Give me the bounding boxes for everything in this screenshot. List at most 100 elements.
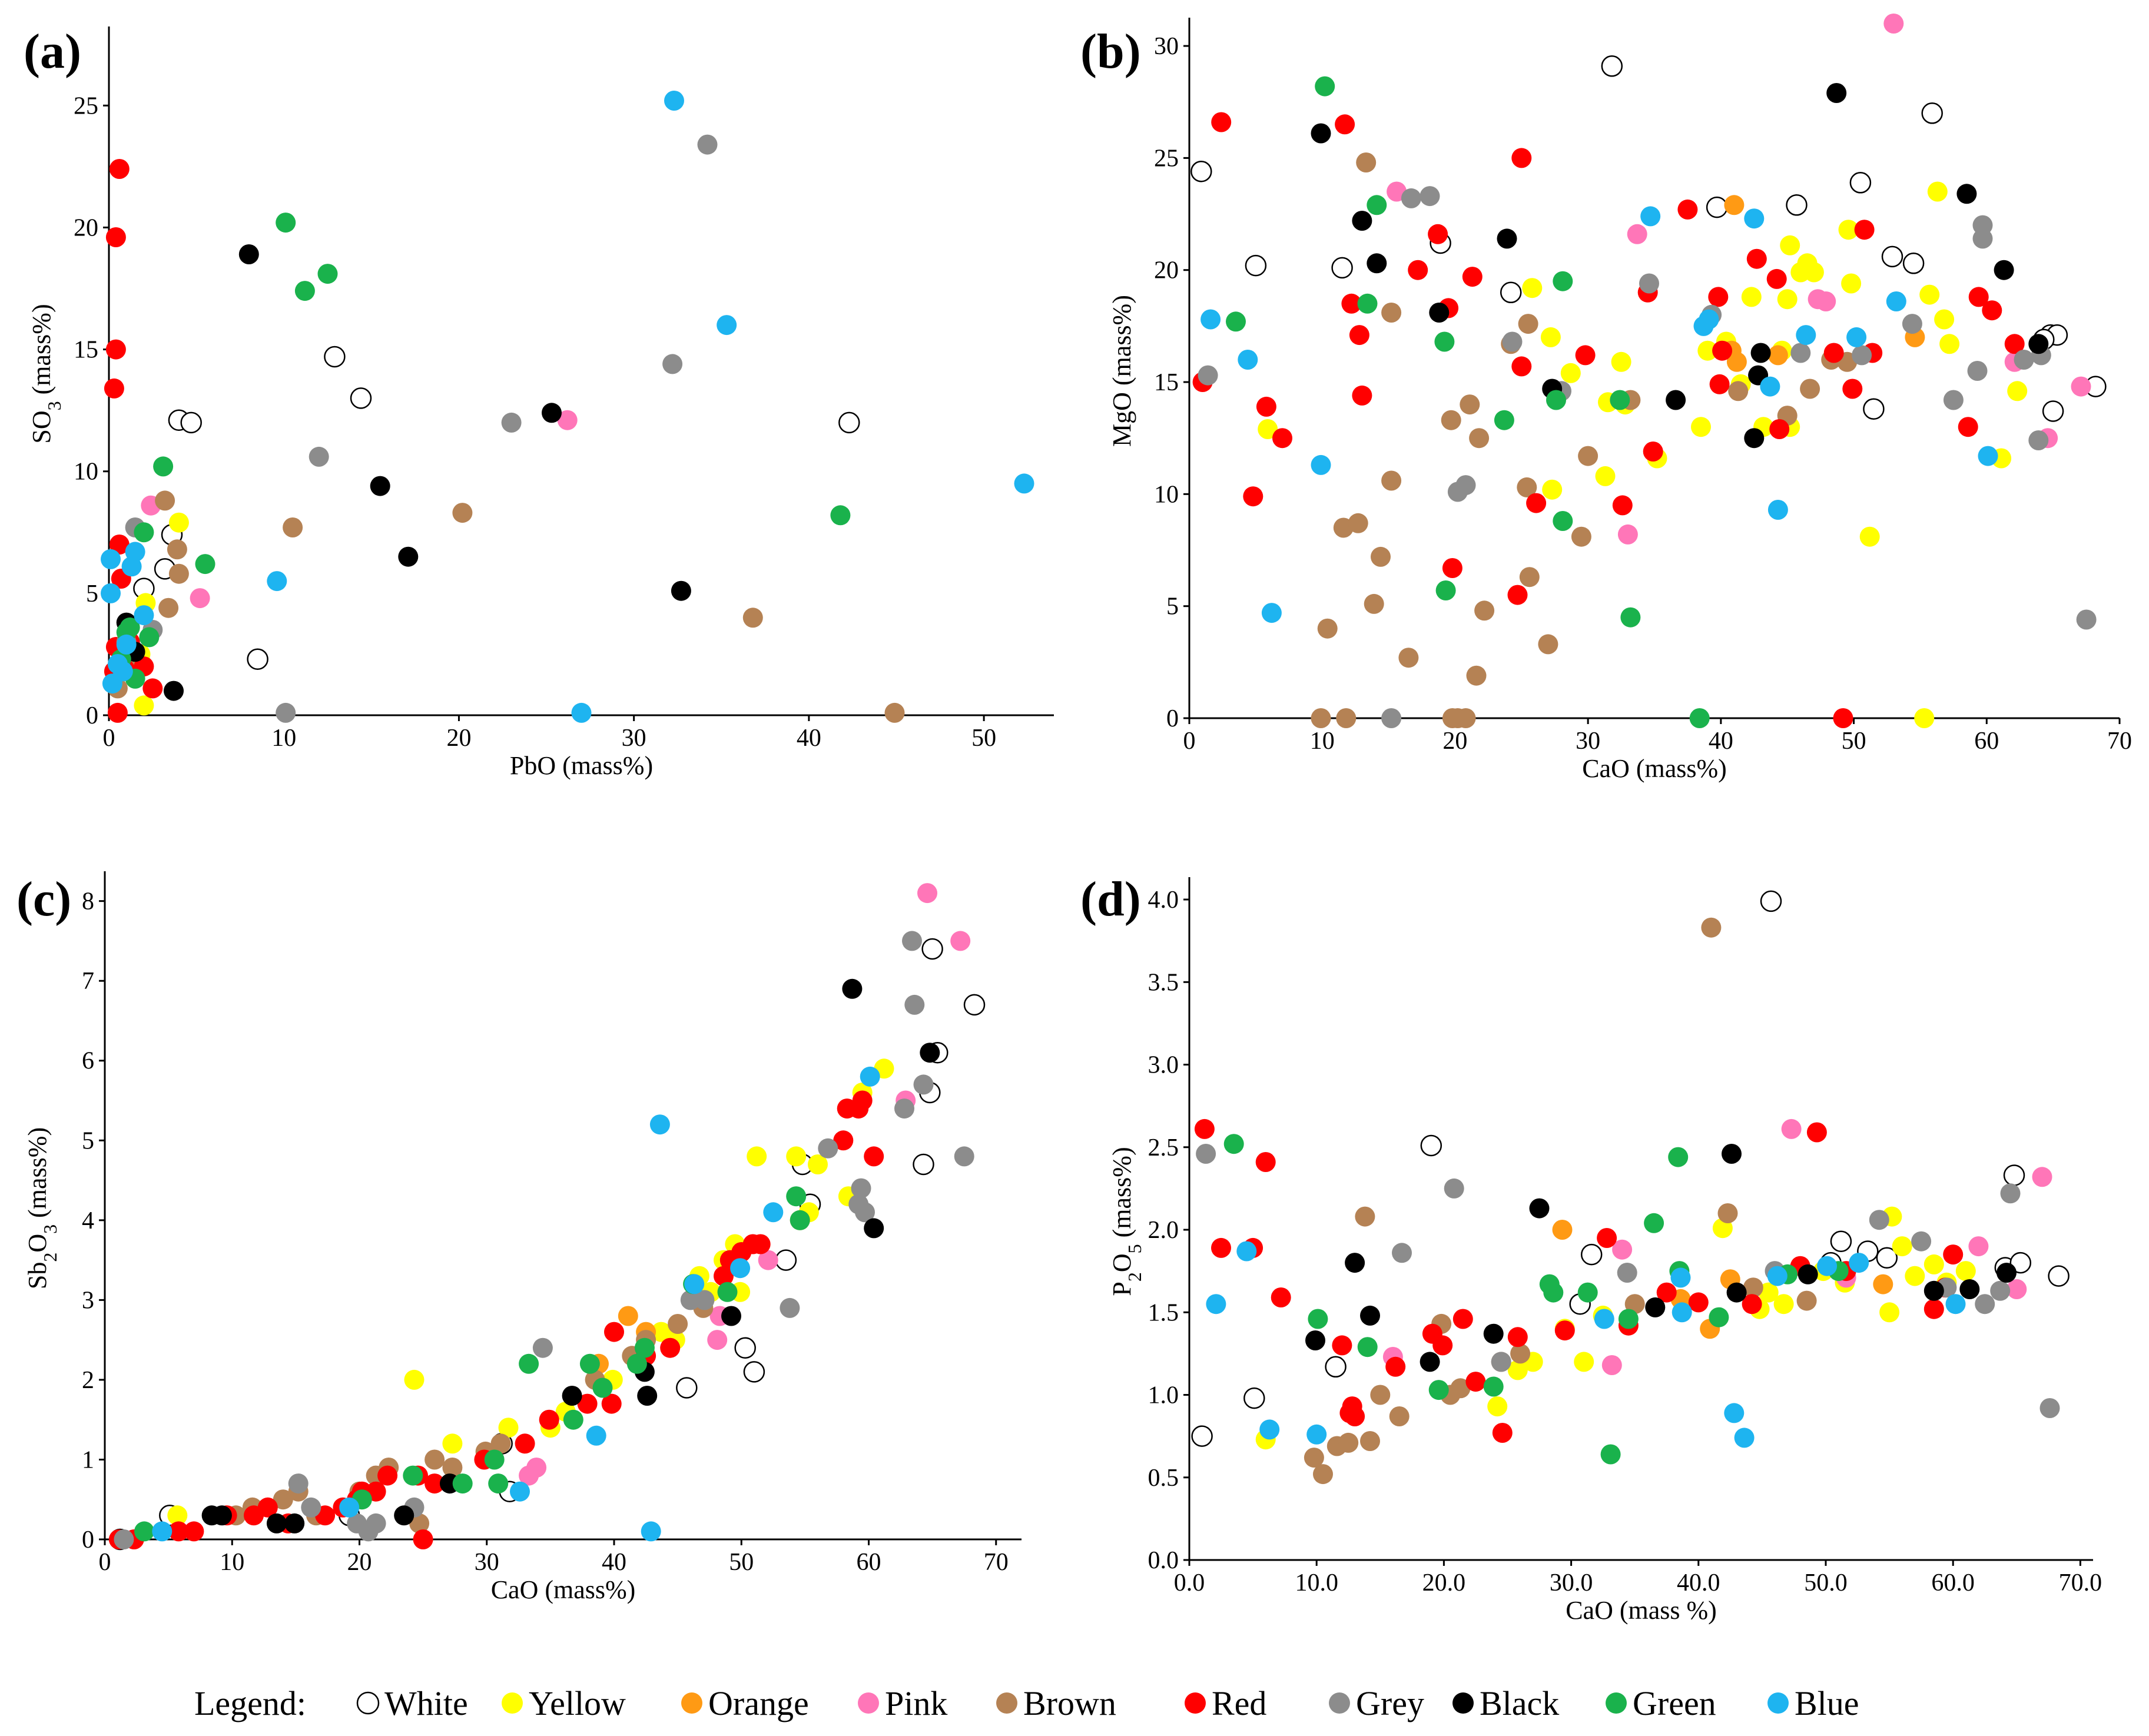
panel-b-point-red <box>1854 220 1875 240</box>
panel-a-point-green <box>139 627 160 648</box>
panel-b-point-yellow <box>1741 287 1762 307</box>
panel-c-point-brown <box>668 1314 688 1334</box>
panel-d-point-yellow <box>1955 1261 1976 1282</box>
panel-d-point-yellow <box>1487 1396 1508 1417</box>
panel-c-point-red <box>750 1234 771 1254</box>
panel-a-x-tick-label: 30 <box>622 725 646 752</box>
panel-d-point-black <box>1420 1352 1440 1372</box>
panel-a-point-red <box>109 535 130 555</box>
panel-d-x-tick-label: 10.0 <box>1295 1569 1338 1596</box>
panel-d-point-green <box>1668 1147 1689 1167</box>
panel-c-point-black <box>721 1306 741 1326</box>
panel-b-point-grey <box>1455 475 1476 496</box>
panel-c-point-grey <box>680 1290 701 1310</box>
panel-b-point-yellow <box>1595 466 1616 486</box>
panel-b-point-black <box>1744 428 1765 449</box>
legend-swatch-grey <box>1329 1692 1350 1714</box>
panel-c-y-tick-label: 1 <box>82 1446 94 1473</box>
legend-label-blue: Blue <box>1795 1684 1859 1722</box>
panel-b-point-red <box>1712 340 1733 361</box>
panel-d-point-green <box>1483 1376 1504 1397</box>
panel-b-point-yellow <box>1919 284 1940 305</box>
panel-c-point-white <box>963 994 986 1016</box>
panel-b-point-pink <box>1627 224 1647 244</box>
panel-d-point-black <box>1360 1305 1380 1326</box>
panel-a-point-brown <box>158 598 179 618</box>
panel-a-point-white <box>180 411 202 434</box>
panel-b-point-orange <box>1726 351 1747 372</box>
panel-d-point-brown <box>1389 1406 1410 1426</box>
panel-d-point-red <box>1452 1309 1473 1329</box>
panel-b-point-red <box>1272 428 1292 449</box>
panel-b-point-white <box>1331 257 1353 279</box>
panel-d-point-red <box>1943 1244 1964 1265</box>
panel-c-point-grey <box>913 1074 934 1095</box>
panel-b-y-tick-label: 15 <box>1154 369 1179 396</box>
panel-d-point-green <box>1223 1134 1244 1154</box>
panel-c-point-yellow <box>786 1146 807 1167</box>
panel-c-point-black <box>637 1386 658 1406</box>
panel-c-point-blue <box>510 1481 530 1502</box>
panel-a-point-yellow <box>168 512 189 533</box>
panel-d-point-black <box>1645 1297 1666 1317</box>
panel-c-point-grey <box>532 1337 553 1358</box>
panel-b-point-brown <box>1311 708 1331 728</box>
panel-c-point-black <box>211 1505 232 1526</box>
panel-c-point-green <box>134 1521 154 1542</box>
panel-c-point-red <box>184 1521 204 1542</box>
panel-c-point-grey <box>301 1497 321 1518</box>
panel-a-point-green <box>134 522 154 543</box>
panel-a-point-brown <box>168 563 189 584</box>
panel-a-point-blue <box>1014 473 1034 494</box>
panel-c-point-red <box>413 1529 433 1549</box>
panel-b-point-red <box>1408 260 1428 280</box>
panel-d-point-red <box>1345 1406 1365 1426</box>
panel-c-label: (c) <box>16 872 71 927</box>
panel-b-point-green <box>1494 410 1514 430</box>
panel-c-point-pink <box>526 1458 547 1478</box>
panel-d-point-yellow <box>1924 1254 1944 1274</box>
panel-b-point-blue <box>1760 376 1780 397</box>
panel-a-point-grey <box>697 134 718 155</box>
panel-d-point-brown <box>1370 1385 1391 1405</box>
panel-d-point-brown <box>1313 1464 1333 1485</box>
panel-c-point-green <box>488 1473 509 1494</box>
panel-c-point-red <box>714 1266 734 1286</box>
panel-a-point-grey <box>276 702 296 723</box>
panel-d-point-red <box>1688 1292 1709 1313</box>
panel-d-point-grey <box>1617 1263 1637 1283</box>
panel-d-label: (d) <box>1080 872 1141 927</box>
panel-b-y-axis-title: MgO (mass%) <box>1107 295 1136 447</box>
panel-c-y-axis-title: Sb2O3 (mass%) <box>23 1127 61 1289</box>
panel-d-scatter: (d) 0.0 10.0 20.0 30.0 40.0 50.0 60.0 70.0 0.0 0.5… <box>1080 872 2102 1625</box>
panel-b-point-white <box>2042 400 2064 422</box>
panel-b-point-red <box>1341 293 1362 314</box>
panel-b-x-tick-label: 10 <box>1310 728 1335 755</box>
panel-b-point-white <box>1863 398 1885 420</box>
panel-c-point-grey <box>851 1178 871 1199</box>
panel-b-point-red <box>1823 343 1844 363</box>
panel-d-point-grey <box>1196 1144 1216 1164</box>
panel-d-point-green <box>1308 1309 1328 1329</box>
panel-d-point-yellow <box>1574 1352 1594 1372</box>
panel-c-point-black <box>920 1043 940 1063</box>
panel-d-point-orange <box>1552 1220 1573 1240</box>
panel-b-point-blue <box>1261 603 1282 623</box>
panel-b-point-red <box>1833 708 1853 728</box>
panel-b-point-green <box>1689 708 1710 728</box>
panel-b-point-black <box>1352 211 1372 231</box>
panel-c-point-blue <box>641 1521 661 1542</box>
panel-b-point-red <box>1511 356 1532 377</box>
panel-c-point-green <box>626 1353 647 1374</box>
panel-b-point-red <box>1352 385 1372 406</box>
panel-c-point-red <box>539 1409 559 1430</box>
panel-b-point-grey <box>1381 708 1402 728</box>
panel-a-point-brown <box>155 490 175 511</box>
panel-a-point-green <box>294 281 315 301</box>
panel-d-point-red <box>1271 1287 1291 1307</box>
panel-d-y-tick-label: 0.0 <box>1148 1547 1179 1574</box>
panel-d-point-green <box>1577 1282 1598 1303</box>
panel-b-point-pink <box>1883 14 1904 34</box>
panel-b-point-yellow <box>1560 363 1581 383</box>
panel-d-point-red <box>1656 1282 1677 1303</box>
